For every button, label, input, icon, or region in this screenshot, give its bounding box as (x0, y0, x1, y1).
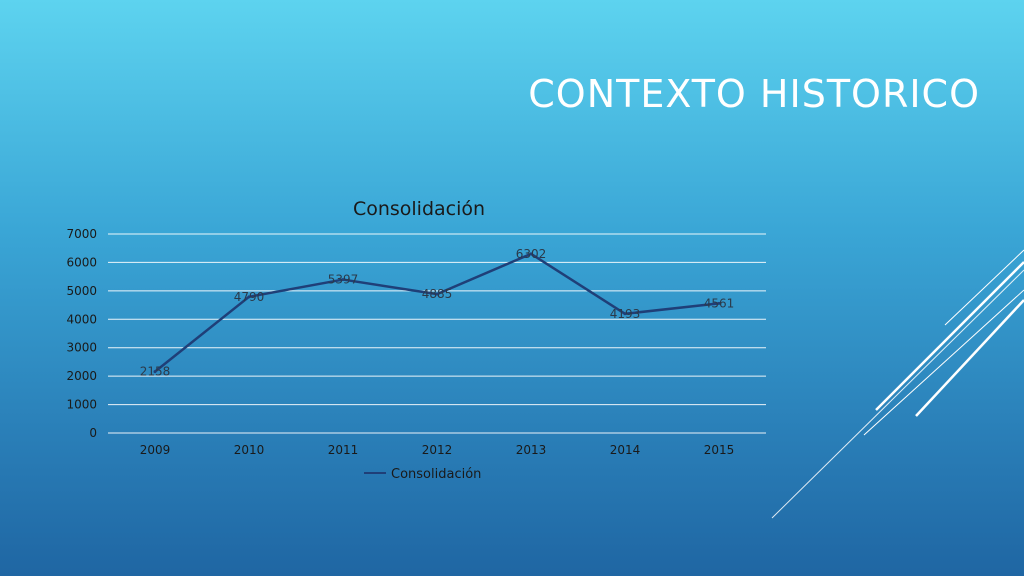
data-point (623, 312, 627, 316)
y-tick-label: 5000 (66, 284, 97, 298)
x-tick-label: 2010 (234, 443, 265, 457)
x-tick-label: 2012 (422, 443, 453, 457)
data-point (435, 292, 439, 296)
slide-title: CONTEXTO HISTORICO (528, 72, 980, 116)
y-tick-label: 7000 (66, 227, 97, 241)
data-point (529, 252, 533, 256)
data-labels: 2158 4790 5397 4885 6302 4193 4561 (140, 247, 735, 379)
data-label: 4193 (610, 307, 641, 321)
data-label: 6302 (516, 247, 547, 261)
x-axis-ticks: 2009 2010 2011 2012 2013 2014 2015 (140, 443, 735, 457)
data-point (247, 295, 251, 299)
x-tick-label: 2011 (328, 443, 359, 457)
data-point (341, 278, 345, 282)
deco-line (875, 261, 1024, 411)
deco-line (944, 249, 1024, 326)
deco-line (771, 269, 1024, 519)
y-tick-label: 3000 (66, 341, 97, 355)
data-label: 4561 (704, 296, 735, 310)
deco-line (915, 299, 1024, 417)
legend-label: Consolidación (391, 467, 481, 482)
x-tick-label: 2009 (140, 443, 171, 457)
y-axis-ticks: 0 1000 2000 3000 4000 5000 6000 7000 (66, 227, 97, 440)
series-group (153, 252, 721, 374)
legend: Consolidación (364, 467, 481, 482)
y-tick-label: 4000 (66, 312, 97, 326)
data-label: 4790 (234, 290, 265, 304)
data-point (153, 370, 157, 374)
x-tick-label: 2015 (704, 443, 735, 457)
gridlines (108, 233, 766, 434)
x-tick-label: 2013 (516, 443, 547, 457)
data-label: 4885 (422, 287, 453, 301)
y-tick-label: 1000 (66, 398, 97, 412)
y-tick-label: 0 (89, 426, 97, 440)
chart-title: Consolidación (353, 198, 485, 220)
data-label: 2158 (140, 365, 171, 379)
deco-line (863, 289, 1024, 436)
y-tick-label: 6000 (66, 255, 97, 269)
x-tick-label: 2014 (610, 443, 641, 457)
data-point (717, 301, 721, 305)
data-label: 5397 (328, 273, 359, 287)
y-tick-label: 2000 (66, 369, 97, 383)
